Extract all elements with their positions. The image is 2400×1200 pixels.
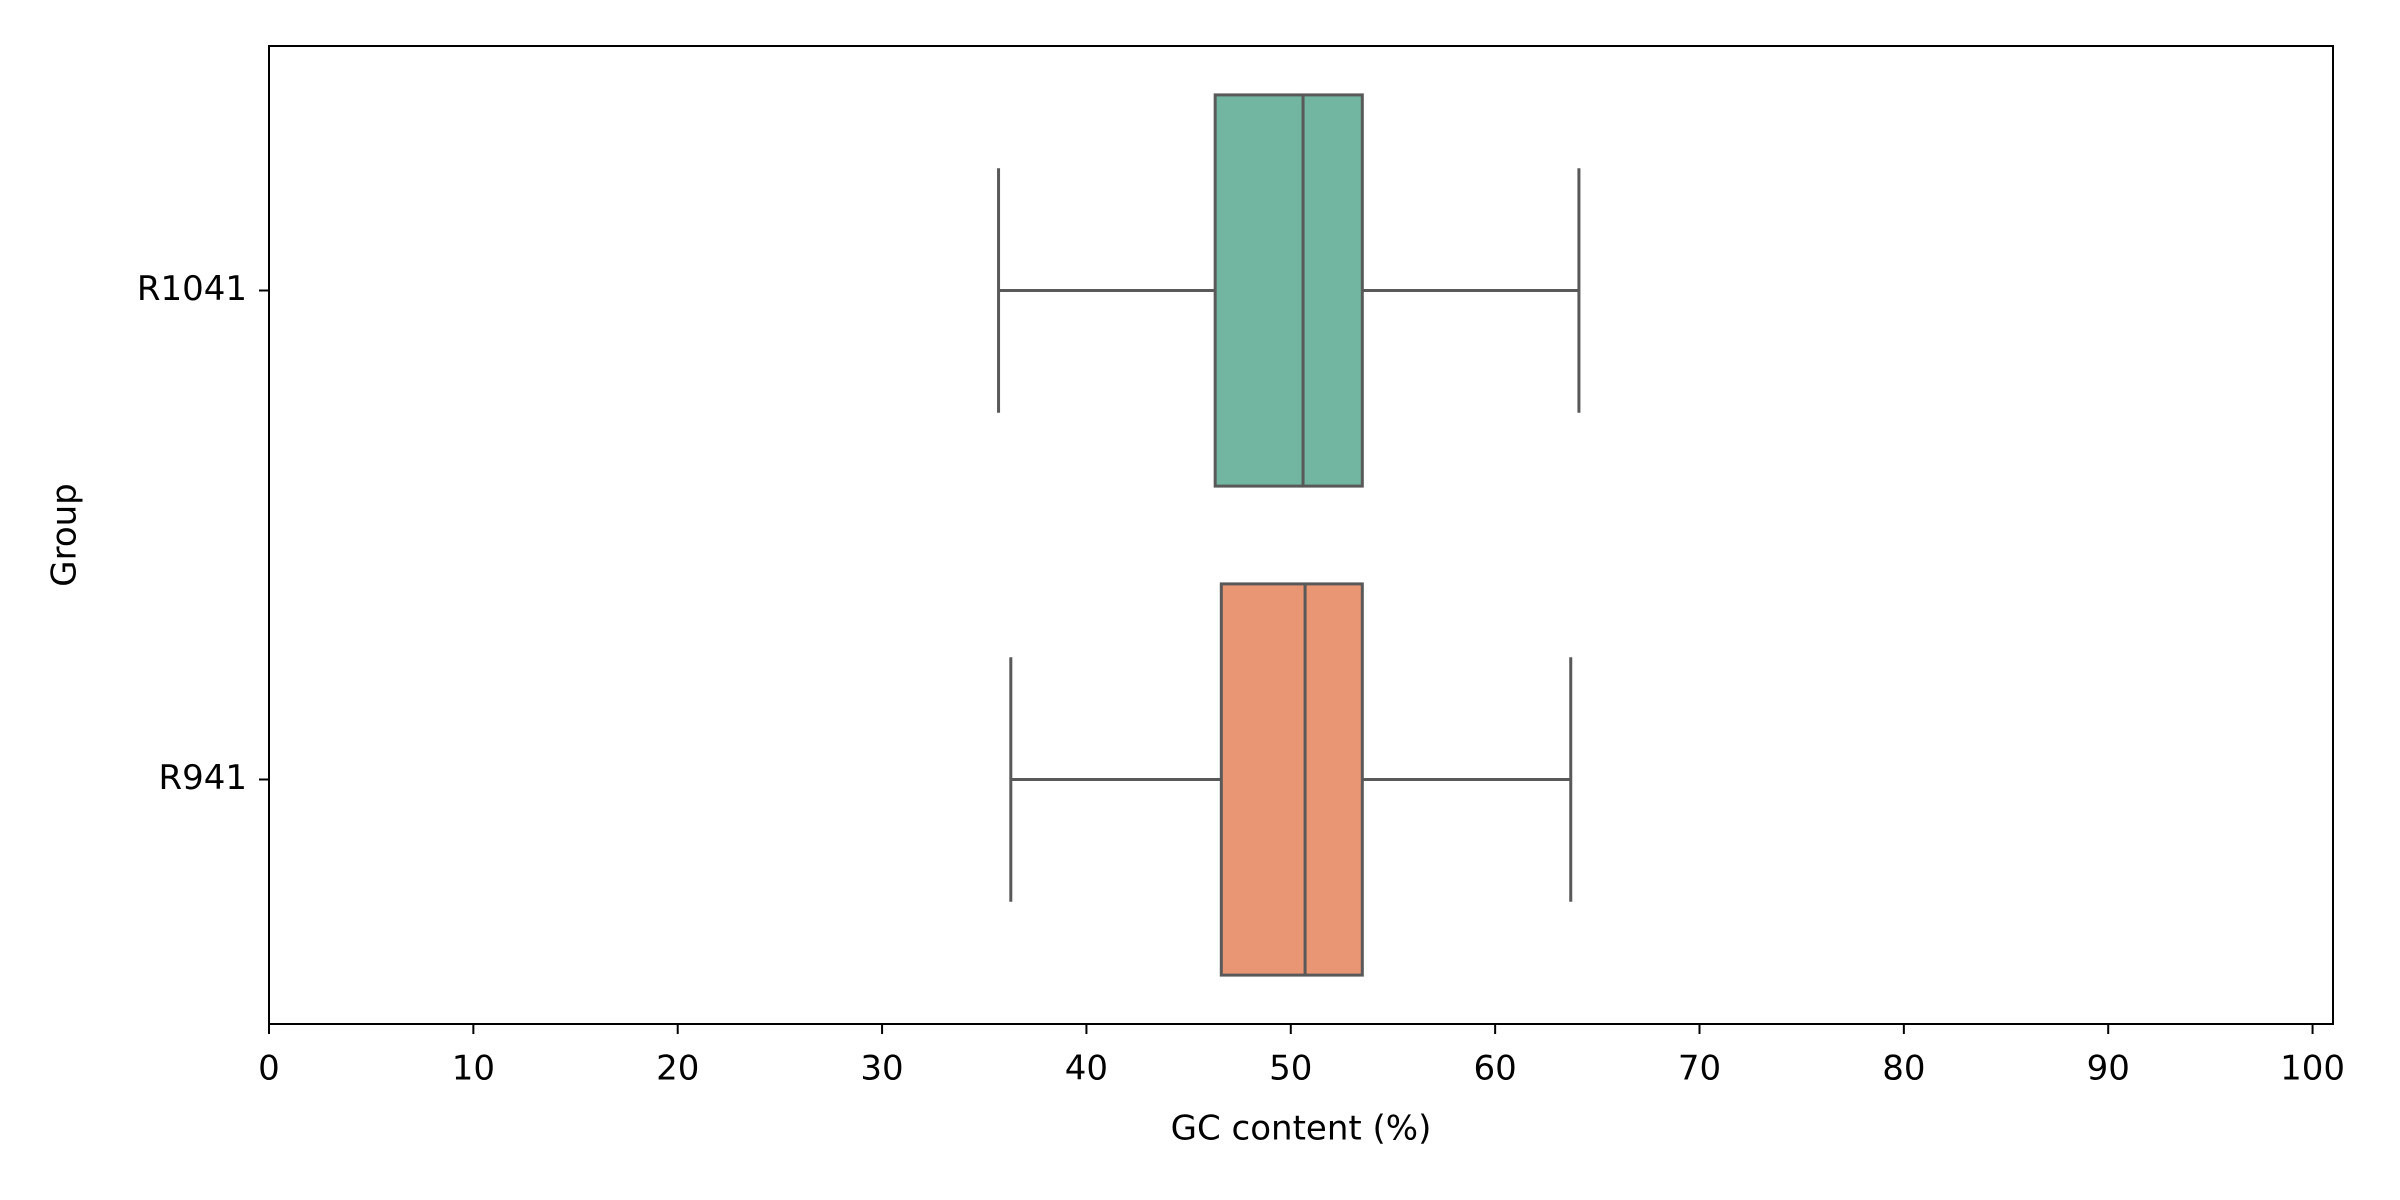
y-tick-label: R1041 [137,269,247,309]
x-tick-label: 100 [2280,1049,2345,1089]
plot-frame [268,45,2334,1025]
x-tick-label: 50 [1269,1049,1312,1089]
y-tick-label: R941 [158,758,247,798]
x-tick-label: 20 [656,1049,699,1089]
y-axis-label: Group [45,483,85,587]
box [1213,93,1364,488]
x-tick-label: 40 [1065,1049,1108,1089]
x-tick-label: 60 [1474,1049,1517,1089]
box [1219,582,1364,977]
x-tick-label: 70 [1678,1049,1721,1089]
x-tick-label: 10 [452,1049,495,1089]
x-tick-label: 30 [860,1049,903,1089]
x-tick-label: 0 [258,1049,280,1089]
x-tick-label: 90 [2087,1049,2130,1089]
x-axis-label: GC content (%) [1171,1109,1432,1149]
x-tick-label: 80 [1882,1049,1925,1089]
